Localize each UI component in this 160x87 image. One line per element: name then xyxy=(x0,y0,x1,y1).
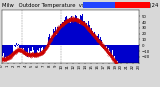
Text: Milw   Outdoor Temperature  vs  Wind Chill  per Minute  (24 Hours): Milw Outdoor Temperature vs Wind Chill p… xyxy=(2,3,160,8)
